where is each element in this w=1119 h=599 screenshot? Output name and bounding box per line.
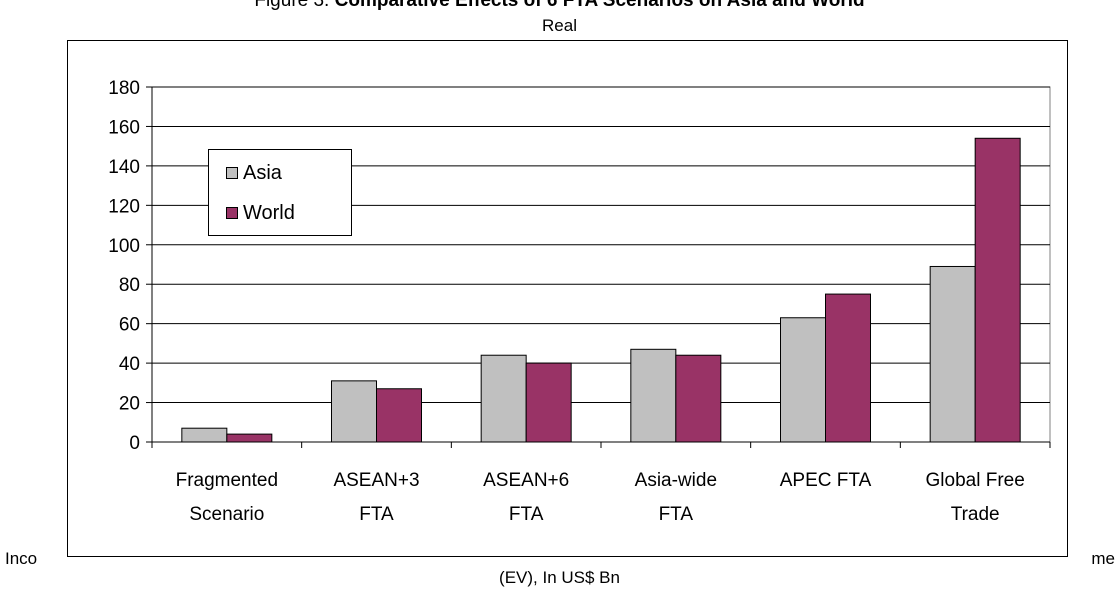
- legend-item-asia: Asia: [226, 162, 282, 184]
- x-category-label: Scenario: [189, 504, 264, 525]
- y-tick-label: 20: [119, 394, 140, 415]
- y-tick-label: 160: [108, 117, 140, 138]
- chart-title-continued: Real: [542, 16, 577, 35]
- legend-label-asia: Asia: [243, 161, 282, 184]
- x-category-label: FTA: [359, 504, 394, 525]
- x-category-label: Fragmented: [176, 470, 278, 491]
- chart-title: Figure 3. Comparative Effects of 6 FTA S…: [254, 0, 865, 11]
- y-tick-label: 100: [108, 236, 140, 257]
- bar-world: [974, 137, 1021, 443]
- y-tick-labels: 0 20 40 60 80 100 120 140 160 180: [108, 78, 140, 454]
- x-category-label: FTA: [659, 504, 694, 525]
- y-tick-label: 80: [119, 275, 140, 296]
- x-category-label: APEC FTA: [780, 470, 872, 491]
- bars: [181, 137, 1021, 443]
- bar-world: [675, 354, 722, 443]
- bar-asia: [331, 380, 377, 443]
- x-category-label: FTA: [509, 504, 544, 525]
- y-tick-label: 180: [108, 78, 140, 99]
- y-tick-label: 40: [119, 354, 140, 375]
- bar-world: [825, 293, 871, 443]
- x-category-labels: Fragmented Scenario ASEAN+3 FTA ASEAN+6 FTA As…: [176, 470, 1025, 525]
- bar-asia: [480, 354, 527, 443]
- x-category-label: Trade: [951, 504, 1000, 525]
- bar-asia: [181, 427, 228, 443]
- side-label-right: me: [1091, 549, 1115, 568]
- y-tick-label: 140: [108, 157, 140, 178]
- bar-asia: [780, 317, 826, 443]
- y-tick-label: 120: [108, 196, 140, 217]
- legend: Asia World: [208, 149, 352, 236]
- x-category-label: ASEAN+6: [483, 470, 569, 491]
- legend-item-world: World: [226, 202, 295, 224]
- x-category-label: Global Free: [926, 470, 1025, 491]
- bar-asia: [630, 348, 677, 443]
- bar-world: [525, 362, 572, 443]
- y-tick-label: 60: [119, 315, 140, 336]
- y-tick-label: 0: [129, 433, 140, 454]
- axes: [151, 87, 1051, 448]
- legend-swatch-asia: [226, 167, 238, 179]
- chart-frame: [67, 40, 1068, 557]
- legend-label-world: World: [243, 201, 295, 224]
- x-category-label: ASEAN+3: [333, 470, 419, 491]
- bar-world: [226, 433, 273, 443]
- plot-area: [151, 86, 1051, 443]
- x-category-label: Asia-wide: [635, 470, 717, 491]
- side-label-left: Inco: [5, 549, 38, 568]
- units-label: (EV), In US$ Bn: [499, 568, 620, 587]
- bar-asia: [929, 265, 976, 443]
- bar-world: [376, 388, 422, 443]
- legend-swatch-world: [226, 207, 238, 219]
